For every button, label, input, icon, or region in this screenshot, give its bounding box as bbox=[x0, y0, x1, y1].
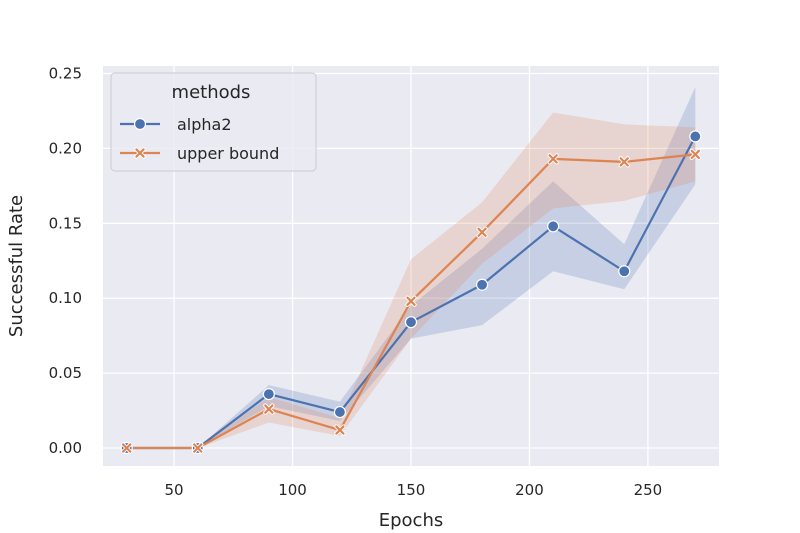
y-tick-labels: 0.00 0.05 0.10 0.15 0.20 0.25 bbox=[49, 64, 82, 457]
data-point-0 bbox=[333, 405, 347, 419]
legend-marker bbox=[133, 117, 147, 131]
y-tick-label: 0.00 bbox=[49, 439, 82, 457]
legend-title: methods bbox=[172, 82, 251, 103]
legend-item: alpha2 bbox=[120, 115, 232, 134]
y-tick-label: 0.20 bbox=[49, 139, 82, 157]
legend-label: alpha2 bbox=[177, 115, 232, 134]
data-point-1 bbox=[689, 148, 701, 160]
data-point-0 bbox=[475, 278, 489, 291]
data-point-0 bbox=[404, 316, 418, 329]
legend-marker bbox=[134, 147, 146, 159]
confidence-band-0 bbox=[126, 86, 696, 449]
x-axis-label: Epochs bbox=[379, 510, 444, 531]
y-tick-label: 0.15 bbox=[49, 214, 82, 232]
confidence-bands bbox=[126, 86, 696, 449]
data-point-1 bbox=[476, 226, 488, 238]
x-tick-labels: 50 100 150 200 250 bbox=[165, 481, 663, 499]
data-point-1 bbox=[547, 153, 559, 165]
data-point-1 bbox=[121, 442, 133, 454]
grid-lines bbox=[103, 66, 719, 466]
y-axis-label: Successful Rate bbox=[6, 195, 27, 337]
data-point-1 bbox=[618, 156, 630, 168]
data-point-0 bbox=[618, 265, 631, 278]
data-point-1 bbox=[405, 295, 417, 307]
x-tick-label: 100 bbox=[278, 481, 307, 499]
x-tick-label: 250 bbox=[634, 481, 663, 499]
data-point-0 bbox=[262, 387, 275, 401]
y-tick-label: 0.25 bbox=[49, 64, 82, 82]
legend: methods alpha2 upper bound bbox=[110, 72, 317, 172]
data-point-1 bbox=[334, 424, 346, 436]
legend-item: upper bound bbox=[120, 144, 279, 163]
x-tick-label: 50 bbox=[165, 481, 184, 499]
x-tick-label: 150 bbox=[397, 481, 426, 499]
legend-box bbox=[110, 72, 317, 172]
series-markers bbox=[120, 130, 702, 455]
legend-items: alpha2 upper bound bbox=[120, 115, 279, 163]
legend-label: upper bound bbox=[177, 144, 279, 163]
confidence-band-1 bbox=[126, 112, 696, 449]
data-point-1 bbox=[263, 403, 275, 415]
x-tick-label: 200 bbox=[515, 481, 544, 499]
data-point-1 bbox=[192, 442, 204, 454]
data-point-0 bbox=[547, 220, 560, 233]
y-tick-label: 0.05 bbox=[49, 364, 82, 382]
data-point-0 bbox=[689, 130, 702, 143]
y-tick-label: 0.10 bbox=[49, 289, 82, 307]
